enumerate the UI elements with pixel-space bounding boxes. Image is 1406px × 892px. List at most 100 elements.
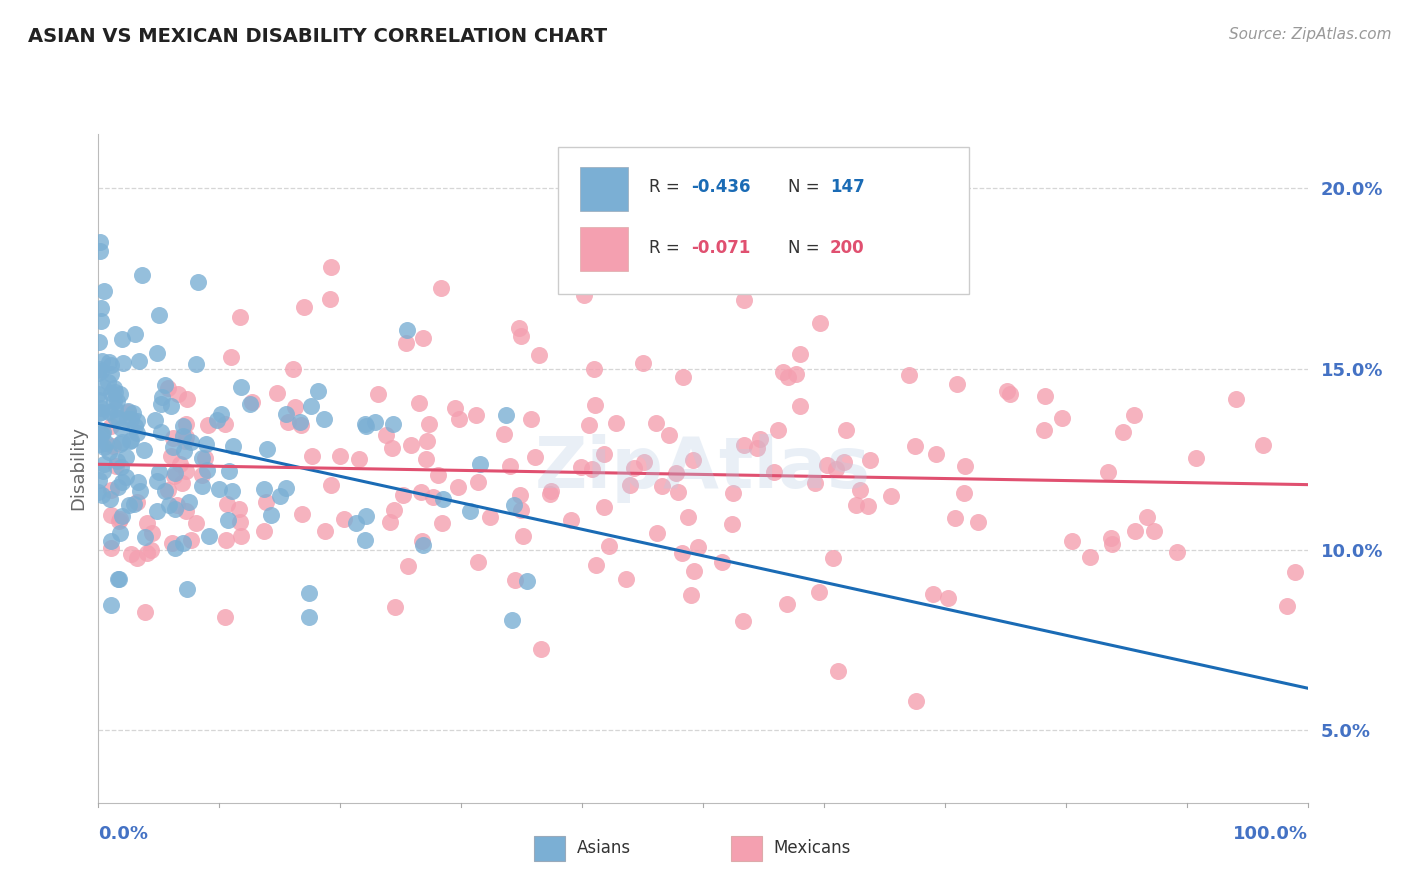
Asians [108,437,131,451]
Mexicans [166,387,188,401]
Asians [100,368,122,382]
Mexicans [953,486,976,500]
Asians [149,425,172,439]
Mexicans [253,524,276,538]
Asians [129,484,152,499]
Mexicans [382,503,405,517]
Mexicans [215,533,238,548]
Asians [93,285,115,299]
Mexicans [856,499,879,513]
Asians [97,405,120,419]
Mexicans [619,478,641,492]
Asians [172,429,194,443]
Mexicans [776,369,799,384]
Asians [134,530,156,544]
Mexicans [845,499,868,513]
Mexicans [141,525,163,540]
Mexicans [766,423,789,437]
Mexicans [671,546,693,560]
Asians [176,582,198,597]
Asians [165,541,187,555]
Asians [120,433,142,447]
Asians [91,425,114,439]
Mexicans [430,516,453,530]
Asians [114,469,136,483]
Mexicans [396,558,419,573]
Mexicans [277,415,299,429]
Asians [90,405,112,419]
Asians [89,392,111,407]
Mexicans [733,293,755,308]
Asians [344,516,367,530]
Asians [125,414,148,428]
Asians [107,572,129,586]
Mexicans [290,417,312,432]
Mexicans [186,516,208,530]
Mexicans [565,277,588,292]
Asians [100,598,122,612]
Mexicans [384,600,406,615]
Mexicans [100,541,122,556]
Asians [148,308,170,322]
Mexicans [101,439,124,453]
Asians [124,418,146,433]
Asians [239,397,262,411]
Text: Source: ZipAtlas.com: Source: ZipAtlas.com [1229,27,1392,42]
Mexicans [166,498,188,512]
Asians [108,572,131,586]
Asians [100,386,122,401]
Asians [89,405,111,419]
Asians [146,474,169,488]
Asians [205,413,228,427]
Mexicans [733,438,755,452]
Mexicans [301,450,323,464]
Mexicans [681,589,703,603]
Mexicans [827,665,849,679]
Mexicans [922,587,945,601]
Mexicans [683,564,706,578]
Mexicans [412,331,434,345]
Asians [91,488,114,502]
Mexicans [772,365,794,379]
Mexicans [110,512,132,526]
Asians [364,415,387,429]
Mexicans [598,539,620,553]
Asians [87,334,110,349]
Mexicans [332,512,354,526]
Asians [90,301,112,315]
Mexicans [319,292,342,306]
Mexicans [711,555,734,569]
Asians [107,410,129,425]
Mexicans [512,529,534,543]
Mexicans [228,502,250,516]
Mexicans [378,515,401,529]
Asians [90,314,112,328]
Asians [128,353,150,368]
Asians [299,399,322,413]
Mexicans [1251,438,1274,452]
Asians [173,444,195,458]
Mexicans [509,329,531,343]
Mexicans [807,585,830,599]
Asians [93,440,115,454]
Bar [558,147,969,294]
Mexicans [1060,534,1083,549]
Mexicans [100,419,122,434]
Asians [217,513,239,527]
Asians [381,417,404,431]
Mexicans [125,551,148,566]
Mexicans [731,614,754,628]
Mexicans [191,467,214,482]
Text: R =: R = [648,238,685,257]
Mexicans [925,447,948,461]
Asians [93,465,115,479]
Text: N =: N = [787,178,824,196]
Mexicans [804,475,827,490]
Text: Asians: Asians [576,839,630,857]
Text: N =: N = [787,238,824,257]
Mexicans [176,464,198,478]
Asians [501,613,523,627]
Mexicans [898,368,921,383]
Asians [269,490,291,504]
Mexicans [156,381,179,395]
